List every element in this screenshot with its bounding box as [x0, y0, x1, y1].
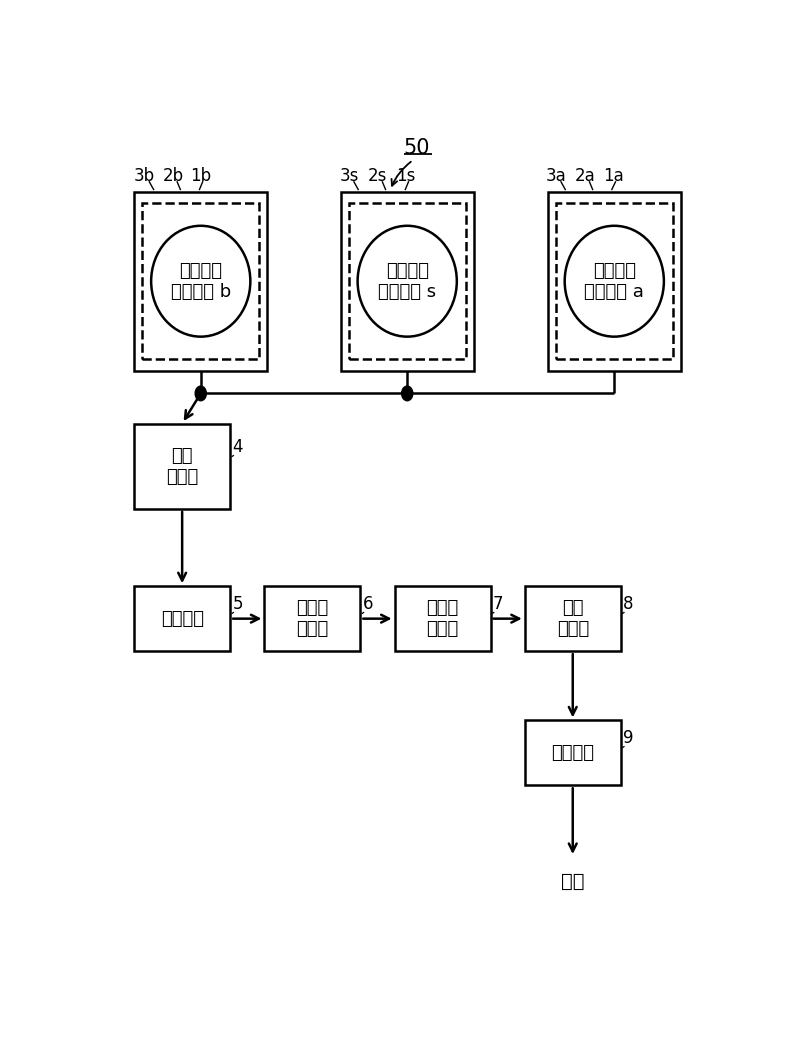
Bar	[556, 203, 673, 359]
Bar	[134, 192, 267, 371]
Text: 7: 7	[493, 595, 503, 614]
Circle shape	[402, 386, 413, 400]
Text: 6: 6	[362, 595, 373, 614]
Text: 3s: 3s	[339, 167, 359, 185]
Text: 3b: 3b	[134, 167, 155, 185]
Bar	[525, 586, 621, 652]
Circle shape	[195, 386, 206, 400]
Bar	[525, 720, 621, 786]
Text: 8: 8	[623, 595, 634, 614]
Bar	[134, 423, 230, 509]
Ellipse shape	[151, 226, 250, 337]
Bar	[134, 586, 230, 652]
Text: 9: 9	[623, 730, 634, 748]
Text: 5: 5	[232, 595, 243, 614]
FancyArrowPatch shape	[391, 162, 411, 186]
Text: 参考摄像
光学系统 a: 参考摄像 光学系统 a	[584, 262, 644, 301]
Text: 输出: 输出	[562, 872, 585, 891]
Bar	[548, 192, 681, 371]
Bar	[341, 192, 474, 371]
Bar	[264, 586, 361, 652]
Text: 参考摄像
光学系统 b: 参考摄像 光学系统 b	[170, 262, 231, 301]
Text: 3a: 3a	[546, 167, 566, 185]
Bar	[349, 203, 466, 359]
Bar	[142, 203, 259, 359]
Text: 预处理部: 预处理部	[161, 609, 204, 627]
Text: 4: 4	[232, 438, 243, 456]
Ellipse shape	[565, 226, 664, 337]
Text: 模数
转换部: 模数 转换部	[166, 447, 198, 486]
Text: 2b: 2b	[162, 167, 184, 185]
Text: 视差
算出部: 视差 算出部	[557, 599, 589, 638]
Text: 2s: 2s	[368, 167, 387, 185]
Ellipse shape	[358, 226, 457, 337]
Text: 1s: 1s	[397, 167, 416, 185]
Text: 1a: 1a	[603, 167, 624, 185]
Text: 后处理部: 后处理部	[551, 743, 594, 761]
Text: 相关値
加法部: 相关値 加法部	[426, 599, 458, 638]
Text: 2a: 2a	[574, 167, 595, 185]
Text: 相关値
算出部: 相关値 算出部	[296, 599, 329, 638]
Text: 基准摄像
光学系统 s: 基准摄像 光学系统 s	[378, 262, 436, 301]
Bar	[394, 586, 490, 652]
Text: 1b: 1b	[190, 167, 212, 185]
Text: 50: 50	[403, 138, 430, 157]
